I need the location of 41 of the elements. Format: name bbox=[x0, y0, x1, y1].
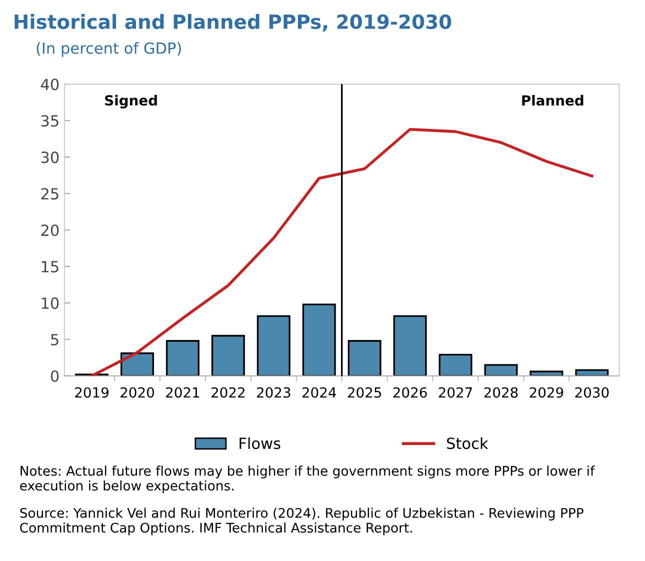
line-series bbox=[90, 128, 594, 376]
bar bbox=[530, 370, 564, 376]
annotation: Signed bbox=[105, 94, 157, 108]
bar bbox=[256, 315, 290, 376]
y-tick-label: 25 bbox=[41, 188, 58, 200]
y-tick-label: 35 bbox=[41, 115, 58, 127]
bar bbox=[120, 352, 154, 376]
y-tick-label: 20 bbox=[41, 224, 59, 236]
x-tick-label: 2022 bbox=[212, 387, 244, 398]
y-tick-label: 15 bbox=[42, 261, 58, 272]
bar bbox=[302, 304, 336, 376]
legend-label: Flows bbox=[240, 437, 280, 450]
bar bbox=[438, 354, 472, 376]
x-tick-label: 2020 bbox=[120, 387, 154, 398]
chart-subtitle: (In percent of GDP) bbox=[36, 42, 181, 57]
y-tick-label: 0 bbox=[50, 370, 59, 382]
bar bbox=[348, 340, 382, 376]
x-tick-label: 2029 bbox=[530, 387, 564, 398]
annotation: Planned bbox=[522, 94, 584, 106]
x-tick-label: 2027 bbox=[438, 387, 472, 398]
text: Notes: Actual future flows may be higher if the government signs more PPPs or lower if execution is below expectations. bbox=[20, 466, 595, 494]
bar bbox=[484, 364, 518, 376]
x-tick-label: 2024 bbox=[302, 387, 336, 398]
chart-title: Historical and Planned PPPs, 2019-2030 bbox=[14, 14, 452, 32]
x-tick-label: 2019 bbox=[75, 387, 108, 398]
source-note: Source: Yannick Vel and Rui Monteriro (2024). Republic of Uzbekistan - Reviewing PPP Commitment Cap Options. IMF Technical Assistance Report. bbox=[20, 508, 584, 536]
bar bbox=[211, 334, 245, 376]
bar bbox=[575, 369, 609, 376]
y-tick-label: 30 bbox=[41, 152, 59, 164]
x-tick-label: 2021 bbox=[166, 387, 200, 398]
y-tick-label: 40 bbox=[40, 78, 59, 90]
x-tick-label: 2023 bbox=[256, 387, 290, 398]
bar bbox=[393, 315, 427, 376]
x-tick-label: 2028 bbox=[484, 387, 518, 398]
x-tick-label: 2030 bbox=[575, 387, 609, 398]
x-tick-label: 2026 bbox=[393, 387, 427, 398]
legend-label: Stock bbox=[447, 437, 488, 450]
bar bbox=[166, 340, 200, 376]
x-tick-label: 2025 bbox=[348, 387, 382, 398]
y-tick-label: 5 bbox=[51, 334, 58, 346]
y-tick-label: 10 bbox=[42, 297, 59, 309]
